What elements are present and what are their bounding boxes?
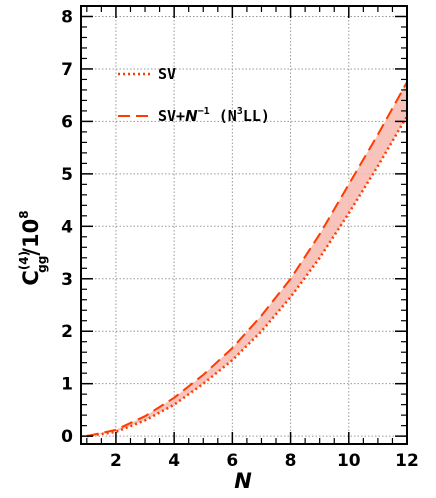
y-axis-label: C(4) gg/108 <box>17 210 49 285</box>
y-tick-label: 2 <box>61 322 73 342</box>
uncertainty-band <box>86 82 408 437</box>
legend: SV SV+N−1 (N3LL) <box>118 65 270 125</box>
plot-frame <box>80 5 408 445</box>
y-ticks: 0 1 2 3 4 5 6 7 8 <box>61 7 407 447</box>
y-tick-label: 5 <box>61 165 73 185</box>
y-tick-label: 7 <box>61 60 73 80</box>
y-tick-label: 8 <box>61 7 73 27</box>
y-tick-label: 3 <box>61 270 73 290</box>
legend-label-sv: SV <box>158 65 176 83</box>
sv-n3ll-line <box>86 81 408 438</box>
x-tick-label: 8 <box>285 451 297 471</box>
x-tick-label: 6 <box>226 451 238 471</box>
x-tick-label: 10 <box>337 451 361 471</box>
x-ticks: 2 4 6 8 10 12 <box>86 6 419 471</box>
legend-label-sv-n3ll: SV+N−1 (N3LL) <box>158 106 270 125</box>
y-tick-label: 1 <box>61 375 73 395</box>
x-axis-label: N <box>234 469 252 493</box>
x-tick-label: 2 <box>110 451 122 471</box>
x-tick-label: 12 <box>395 451 419 471</box>
x-tick-label: 4 <box>168 451 180 471</box>
sv-line <box>86 115 409 438</box>
y-tick-label: 0 <box>61 427 73 447</box>
y-tick-label: 6 <box>61 112 73 132</box>
y-tick-label: 4 <box>61 217 73 237</box>
grid-lines <box>81 6 407 444</box>
